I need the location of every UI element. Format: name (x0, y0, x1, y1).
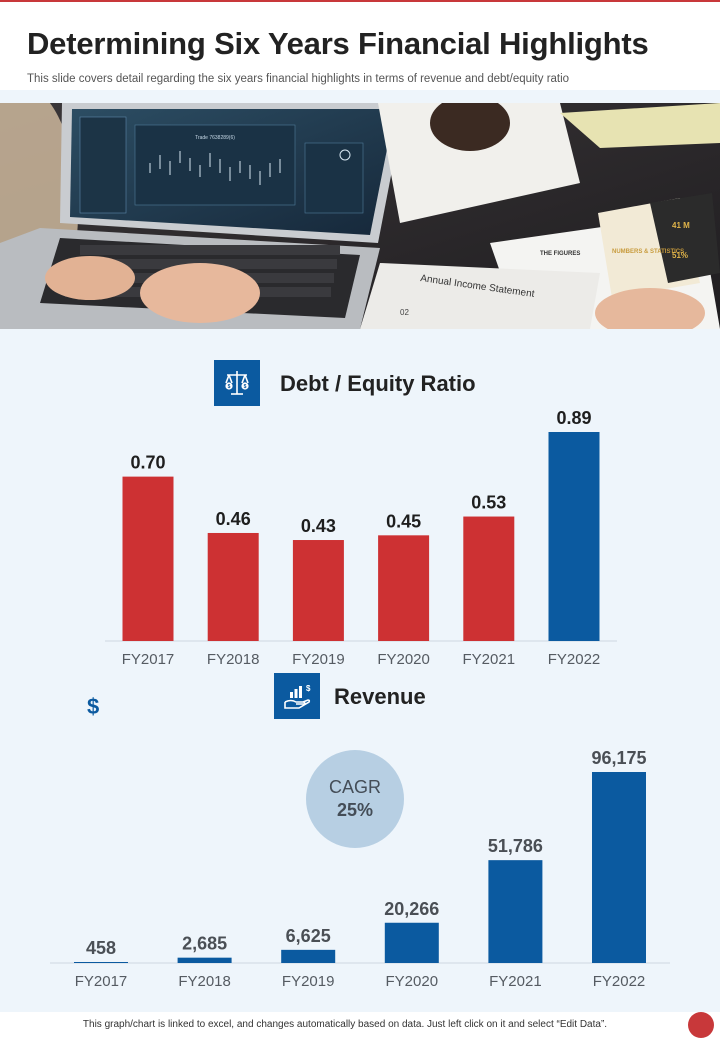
revenue-value-label: 6,625 (286, 926, 331, 946)
revenue-tick-label: FY2017 (75, 973, 128, 990)
debt-equity-bar[interactable] (122, 476, 174, 641)
debt-equity-bar[interactable] (463, 516, 515, 641)
debt-equity-value-label: 0.89 (556, 408, 591, 428)
hero-photo-illustration: Trade 7638289(6) THE FIGURES Annual Inco (0, 103, 720, 329)
revenue-bar[interactable] (281, 949, 336, 963)
card-title: NUMBERS & STATISTICS (612, 249, 684, 255)
debt-equity-bar[interactable] (378, 535, 430, 641)
page-subtitle: This slide covers detail regarding the s… (27, 73, 570, 85)
revenue-value-label: 2,685 (182, 934, 227, 954)
revenue-value-label: 20,266 (384, 899, 439, 919)
scales-dollar-icon: $ $ (214, 360, 260, 406)
revenue-tick-label: FY2019 (282, 973, 335, 990)
revenue-value-label: 458 (86, 938, 116, 958)
debt-equity-tick-label: FY2021 (463, 651, 516, 668)
cagr-label: CAGR (328, 777, 381, 797)
svg-text:$: $ (306, 684, 311, 693)
debt-equity-tick-label: FY2018 (207, 651, 260, 668)
revenue-tick-label: FY2021 (489, 973, 542, 990)
revenue-chart: 458 FY2017 2,685 FY2018 6,625 FY2019 20,266 FY2… (50, 748, 670, 990)
svg-text:$: $ (228, 384, 231, 390)
debt-equity-value-label: 0.45 (386, 511, 421, 531)
debt-equity-tick-label: FY2019 (292, 651, 345, 668)
debt-equity-value-label: 0.43 (301, 516, 336, 536)
card-value-2: 51% (672, 251, 688, 260)
hand-chart-icon: $ (274, 673, 320, 719)
footer-note: This graph/chart is linked to excel, and… (82, 1019, 608, 1030)
debt-equity-bar[interactable] (292, 540, 344, 641)
card-value-1: 41 M (672, 221, 690, 230)
revenue-bar[interactable] (74, 962, 128, 963)
top-accent-rule (0, 0, 720, 2)
debt-equity-chart: 0.70 FY2017 0.46 FY2018 0.43 FY2019 0.45 FY2020… (105, 408, 617, 668)
revenue-bar[interactable] (488, 860, 543, 963)
debt-equity-tick-label: FY2020 (377, 651, 430, 668)
screen-title: Trade 7638289(6) (195, 135, 235, 141)
debt-equity-bar[interactable] (548, 432, 600, 641)
figures-title: THE FIGURES (540, 251, 580, 257)
revenue-bar[interactable] (384, 922, 439, 963)
debt-equity-value-label: 0.46 (216, 509, 251, 529)
debt-equity-value-label: 0.70 (130, 453, 165, 473)
page-title: Determining Six Years Financial Highligh… (27, 26, 649, 61)
cagr-value: 25% (336, 800, 374, 820)
hero-photo: Trade 7638289(6) THE FIGURES Annual Inco (0, 103, 720, 329)
footer-dot (688, 1012, 714, 1038)
currency-symbol: $ (87, 694, 100, 719)
revenue-title: Revenue (334, 684, 426, 709)
cagr-badge: CAGR 25% (306, 750, 404, 848)
doc-number: 02 (400, 308, 409, 317)
revenue-bar[interactable] (592, 772, 646, 963)
debt-equity-tick-label: FY2017 (122, 651, 175, 668)
revenue-tick-label: FY2018 (178, 973, 231, 990)
revenue-value-label: 51,786 (488, 836, 543, 856)
revenue-tick-label: FY2022 (593, 973, 646, 990)
debt-equity-tick-label: FY2022 (548, 651, 601, 668)
revenue-bar[interactable] (177, 957, 232, 963)
debt-equity-value-label: 0.53 (471, 493, 506, 513)
svg-text:$: $ (244, 384, 247, 390)
debt-equity-bar[interactable] (207, 532, 259, 641)
revenue-tick-label: FY2020 (386, 973, 439, 990)
revenue-value-label: 96,175 (591, 748, 646, 768)
debt-equity-title: Debt / Equity Ratio (280, 371, 476, 396)
